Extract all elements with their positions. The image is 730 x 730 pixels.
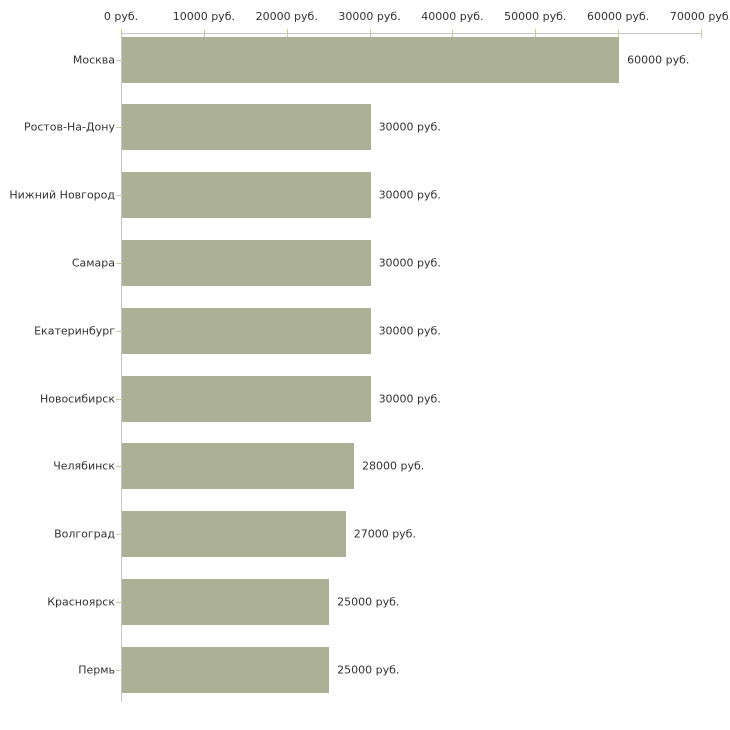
x-axis-tick-mark xyxy=(701,29,702,38)
category-label: Пермь xyxy=(78,663,115,677)
x-axis-tick-mark xyxy=(286,29,288,38)
x-axis-tick-mark xyxy=(452,29,454,38)
bar xyxy=(122,307,371,354)
y-axis-tick-mark xyxy=(116,601,121,603)
category-label: Челябинск xyxy=(53,459,115,473)
x-axis-tick-label: 40000 руб. xyxy=(421,10,484,23)
value-label: 27000 руб. xyxy=(353,527,416,541)
x-axis-tick-label: 60000 руб. xyxy=(587,10,650,23)
category-label: Москва xyxy=(72,53,115,66)
x-axis-line xyxy=(121,33,701,34)
x-axis-tick-mark xyxy=(203,29,205,38)
bar xyxy=(122,375,371,422)
category-label: Ростов-На-Дону xyxy=(23,120,115,134)
value-label: 60000 руб. xyxy=(627,53,690,66)
bar xyxy=(122,36,620,83)
bar xyxy=(122,104,371,151)
value-label: 25000 руб. xyxy=(337,663,400,677)
value-label: 30000 руб. xyxy=(378,392,441,405)
category-label: Новосибирск xyxy=(39,392,115,405)
x-axis-tick-mark xyxy=(618,29,620,38)
x-axis-tick-label: 30000 руб. xyxy=(338,10,401,23)
x-axis-tick-mark xyxy=(121,29,122,38)
value-label: 30000 руб. xyxy=(378,324,441,338)
x-axis-tick-label: 20000 руб. xyxy=(255,10,318,23)
bar xyxy=(122,239,371,286)
y-axis-line xyxy=(121,33,122,702)
x-axis-tick-mark xyxy=(369,29,371,38)
category-label: Красноярск xyxy=(47,595,115,609)
value-label: 25000 руб. xyxy=(337,595,400,609)
y-axis-tick-mark xyxy=(116,534,121,536)
bar xyxy=(122,646,330,693)
y-axis-tick-mark xyxy=(116,669,121,671)
y-axis-tick-mark xyxy=(116,330,121,332)
x-axis-tick-label: 70000 руб. xyxy=(669,10,730,23)
y-axis-tick-mark xyxy=(116,398,121,400)
y-axis-tick-mark xyxy=(116,466,121,468)
bar xyxy=(122,172,371,219)
bar xyxy=(122,511,346,558)
x-axis-tick-label: 10000 руб. xyxy=(172,10,235,23)
category-label: Волгоград xyxy=(54,527,115,541)
value-label: 30000 руб. xyxy=(378,188,441,202)
bar xyxy=(122,578,330,625)
x-axis-tick-label: 50000 руб. xyxy=(504,10,567,23)
value-label: 30000 руб. xyxy=(378,256,441,270)
bar xyxy=(122,443,354,490)
category-label: Екатеринбург xyxy=(34,324,115,338)
category-label: Самара xyxy=(71,256,115,270)
x-axis-tick-label: 0 руб. xyxy=(103,10,139,23)
value-label: 30000 руб. xyxy=(378,120,441,134)
y-axis-tick-mark xyxy=(116,262,121,264)
y-axis-tick-mark xyxy=(116,195,121,197)
x-axis-tick-mark xyxy=(535,29,537,38)
value-label: 28000 руб. xyxy=(362,459,425,473)
y-axis-tick-mark xyxy=(116,59,121,61)
category-label: Нижний Новгород xyxy=(9,188,115,202)
y-axis-tick-mark xyxy=(116,127,121,129)
